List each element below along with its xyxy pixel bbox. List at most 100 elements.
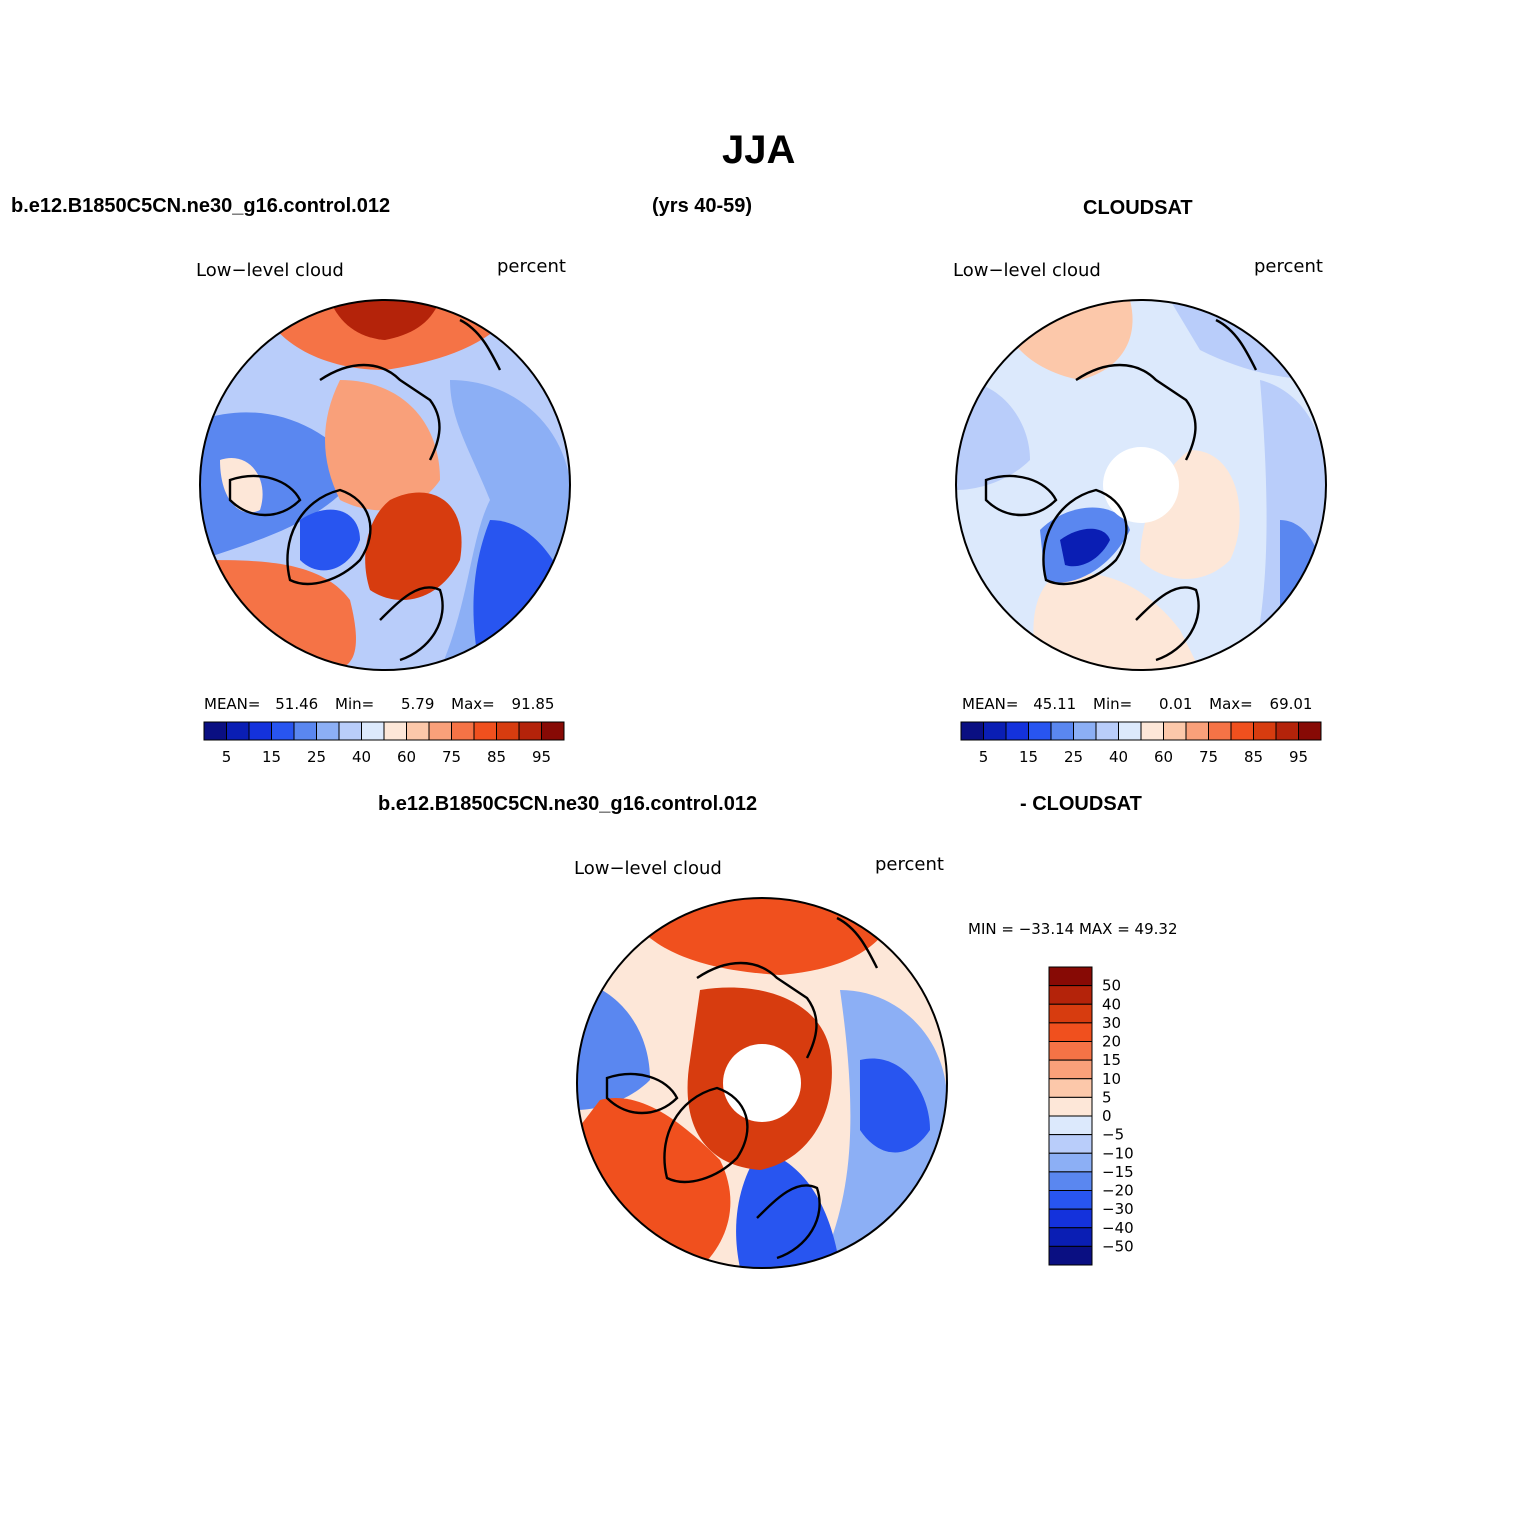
obs-variable-label: Low−level cloud: [953, 260, 1101, 281]
diff-colorbar-box: [1048, 1115, 1093, 1136]
model-colorbar-label: 75: [442, 748, 461, 766]
model-mean-value: 51.46: [275, 695, 319, 713]
diff-coastlines: [605, 916, 879, 1260]
model-colorbar-box: [451, 721, 475, 741]
diff-colorbar-label: −5: [1102, 1126, 1124, 1144]
diff-colorbar-label: 10: [1102, 1070, 1121, 1088]
model-colorbar-box: [541, 721, 565, 741]
obs-colorbar-box: [983, 721, 1007, 741]
obs-colorbar-box: [1050, 721, 1074, 741]
obs-colorbar-label: 95: [1289, 748, 1308, 766]
model-min-label: Min=: [335, 695, 375, 713]
obs-colorbar-box: [1185, 721, 1209, 741]
obs-min-value: 0.01: [1158, 695, 1193, 713]
case-name-label: b.e12.B1850C5CN.ne30_g16.control.012: [11, 195, 391, 217]
obs-colorbar-label: 15: [1019, 748, 1038, 766]
diff-colorbar-box: [1048, 1171, 1093, 1191]
obs-mean-value: 45.11: [1033, 695, 1077, 713]
model-colorbar-box: [473, 721, 497, 741]
obs-colorbar-label: 60: [1154, 748, 1173, 766]
model-colorbar-label: 95: [532, 748, 551, 766]
obs-colorbar-box: [1005, 721, 1029, 741]
diff-colorbar-label: 15: [1102, 1051, 1121, 1069]
model-mean-label: MEAN=: [204, 695, 261, 713]
obs-max-label: Max=: [1209, 695, 1253, 713]
diff-colorbar-label: 0: [1102, 1107, 1112, 1125]
diff-colorbar-label: −10: [1102, 1144, 1134, 1162]
page-title: JJA: [722, 128, 796, 172]
model-colorbar-label: 15: [262, 748, 281, 766]
obs-colorbar-box: [1230, 721, 1254, 741]
diff-colorbar-box: [1048, 1152, 1093, 1173]
model-colorbar-label: 5: [222, 748, 232, 766]
diff-colorbar-label: −15: [1102, 1163, 1134, 1181]
obs-stats: MEAN= 45.11 Min= 0.01 Max= 69.01: [962, 695, 1312, 713]
model-colorbar-box: [203, 721, 227, 741]
model-colorbar-box: [316, 721, 340, 741]
diff-colorbar-box: [1048, 1003, 1093, 1024]
diff-variable-label: Low−level cloud: [574, 858, 722, 879]
obs-map: [956, 300, 1326, 670]
model-colorbar: 5 15 25 40 60 75 85 95: [203, 721, 565, 766]
diff-colorbar-box: [1048, 1208, 1093, 1229]
obs-coastlines: [984, 318, 1258, 662]
diff-obs-label: - CLOUDSAT: [1020, 793, 1142, 815]
diff-colorbar-label: 30: [1102, 1014, 1121, 1032]
model-colorbar-box: [428, 721, 452, 741]
diff-colorbar-box: [1048, 1245, 1093, 1266]
obs-colorbar-label: 75: [1199, 748, 1218, 766]
diff-colorbar-label: −40: [1102, 1219, 1134, 1237]
model-max-label: Max=: [451, 695, 495, 713]
model-colorbar-box: [226, 721, 250, 741]
obs-colorbar-box: [1208, 721, 1232, 741]
model-colorbar-label: 40: [352, 748, 371, 766]
diff-minmax: MIN = −33.14 MAX = 49.32: [968, 920, 1178, 938]
obs-colorbar-box: [1028, 721, 1052, 741]
diff-colorbar-label: 50: [1102, 977, 1121, 995]
diff-colorbar-box: [1048, 966, 1093, 987]
diff-colorbar-label: 5: [1102, 1088, 1112, 1106]
model-colorbar-box: [518, 721, 542, 741]
obs-colorbar-label: 40: [1109, 748, 1128, 766]
model-colorbar-box: [496, 721, 520, 741]
diff-colorbar-box: [1048, 1134, 1093, 1154]
obs-min-label: Min=: [1093, 695, 1133, 713]
obs-colorbar-box: [1298, 721, 1322, 741]
diff-colorbar-box: [1048, 1041, 1093, 1061]
diff-colorbar-box: [1048, 985, 1093, 1005]
diff-units-label: percent: [875, 854, 944, 875]
obs-colorbar-box: [1253, 721, 1277, 741]
obs-colorbar-box: [1095, 721, 1119, 741]
years-label: (yrs 40-59): [652, 195, 753, 217]
obs-units-label: percent: [1254, 256, 1323, 277]
obs-colorbar-box: [1163, 721, 1187, 741]
obs-name-label: CLOUDSAT: [1083, 197, 1193, 219]
obs-colorbar-box: [1275, 721, 1299, 741]
diff-colorbar-label: −30: [1102, 1200, 1134, 1218]
obs-colorbar-label: 25: [1064, 748, 1083, 766]
model-min-value: 5.79: [400, 695, 435, 713]
model-colorbar-box: [338, 721, 362, 741]
diff-case-label: b.e12.B1850C5CN.ne30_g16.control.012: [378, 793, 758, 815]
obs-colorbar-label: 85: [1244, 748, 1263, 766]
model-colorbar-label: 25: [307, 748, 326, 766]
model-colorbar-label: 60: [397, 748, 416, 766]
obs-colorbar: 5 15 25 40 60 75 85 95: [960, 721, 1322, 766]
model-variable-label: Low−level cloud: [196, 260, 344, 281]
obs-colorbar-box: [960, 721, 984, 741]
obs-colorbar-box: [1118, 721, 1142, 741]
model-colorbar-box: [271, 721, 295, 741]
model-colorbar-box: [383, 721, 407, 741]
obs-colorbar-label: 5: [979, 748, 989, 766]
model-colorbar-box: [406, 721, 430, 741]
model-units-label: percent: [497, 256, 566, 277]
diff-colorbar-label: −20: [1102, 1182, 1134, 1200]
obs-max-value: 69.01: [1269, 695, 1313, 713]
diff-colorbar-box: [1048, 1059, 1093, 1080]
model-colorbar-box: [293, 721, 317, 741]
model-max-value: 91.85: [511, 695, 555, 713]
model-colorbar-label: 85: [487, 748, 506, 766]
model-colorbar-box: [361, 721, 385, 741]
